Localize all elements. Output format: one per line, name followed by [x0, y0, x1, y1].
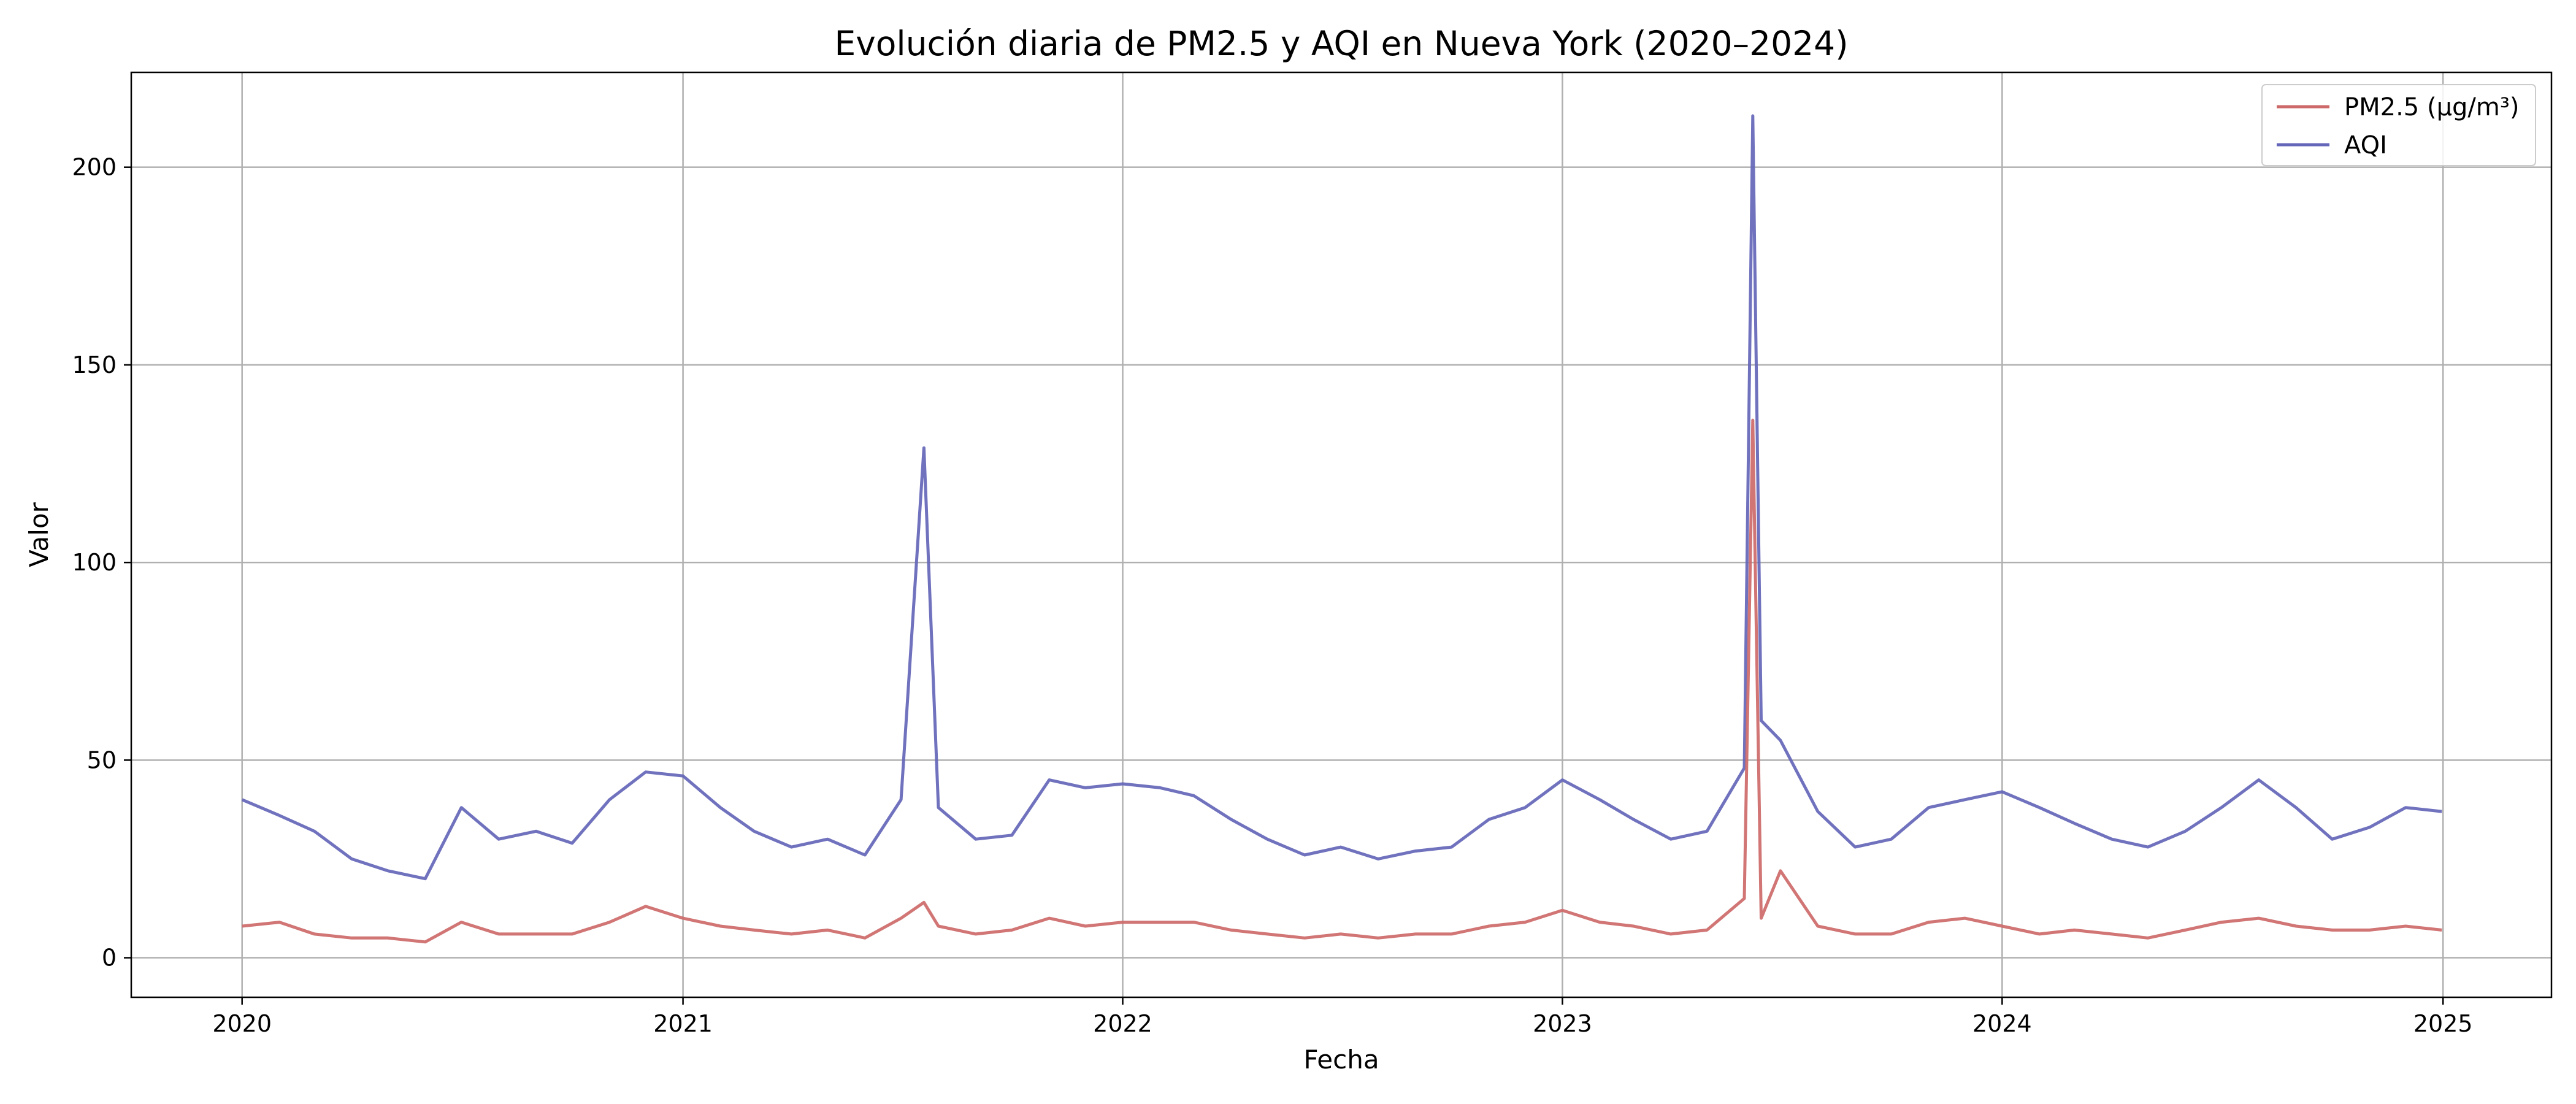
y-tick-label: 150	[72, 351, 117, 378]
y-tick-label: 0	[102, 945, 117, 972]
x-tick-label: 2025	[2413, 1010, 2473, 1037]
y-tick-label: 100	[72, 549, 117, 576]
series-line-pm25	[242, 418, 2442, 944]
y-tick-label: 50	[87, 746, 117, 773]
y-axis-label: Valor	[24, 502, 54, 567]
legend-box	[2261, 84, 2536, 166]
x-tick-label: 2023	[1533, 1010, 1592, 1037]
y-tick-label: 200	[72, 154, 117, 181]
series-line-aqi	[241, 114, 2442, 881]
grid	[131, 72, 2551, 997]
plot-lines	[241, 114, 2442, 944]
legend-label-aqi: AQI	[2344, 131, 2387, 159]
plot-frame	[130, 71, 2553, 999]
x-tick-label: 2021	[653, 1010, 713, 1037]
chart-title: Evolución diaria de PM2.5 y AQI en Nueva…	[834, 24, 1848, 63]
legend-label-pm25: PM2.5 (µg/m³)	[2344, 93, 2520, 121]
x-tick-label: 2024	[1972, 1010, 2032, 1037]
x-axis-label: Fecha	[1303, 1045, 1379, 1075]
x-tick-label: 2022	[1093, 1010, 1152, 1037]
legend: PM2.5 (µg/m³) AQI	[2261, 84, 2536, 166]
x-tick-label: 2020	[212, 1010, 272, 1037]
ticks: 0 50 100 150 200 2020 2021 2022 2023 2024 2025	[72, 154, 2472, 1037]
